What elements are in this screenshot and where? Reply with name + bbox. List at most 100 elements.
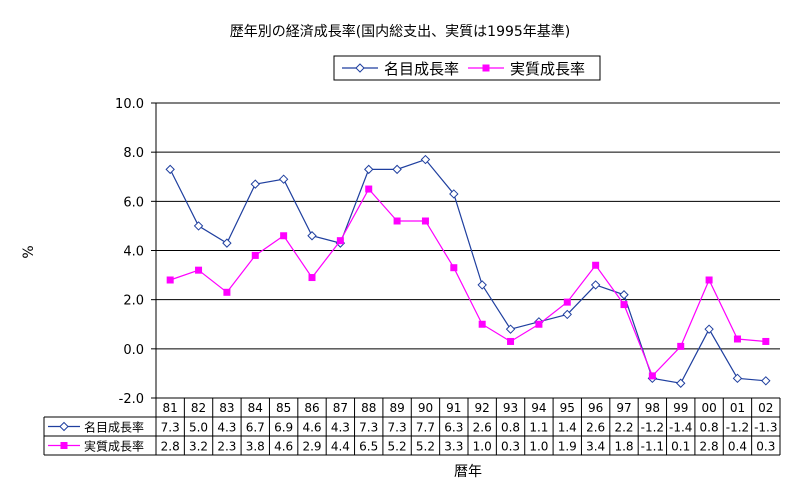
series-line-2 bbox=[169, 188, 766, 377]
nominal-point bbox=[761, 376, 771, 386]
y-tick-label: 8.0 bbox=[123, 146, 144, 161]
nominal-point bbox=[449, 189, 459, 199]
nominal-point bbox=[165, 164, 175, 175]
nominal-point bbox=[307, 231, 317, 241]
x-tick-label: 87 bbox=[333, 401, 348, 415]
real-point bbox=[507, 337, 515, 345]
real-point bbox=[336, 237, 344, 245]
nominal-point bbox=[420, 154, 431, 165]
x-tick-label: 82 bbox=[191, 401, 206, 415]
nominal-point bbox=[562, 309, 572, 320]
x-tick-label: 92 bbox=[475, 401, 490, 415]
data-label: 7.3 bbox=[359, 421, 378, 435]
table-key-marker bbox=[59, 421, 69, 432]
y-tick-label: 6.0 bbox=[123, 195, 144, 210]
data-label: 2.8 bbox=[700, 440, 719, 454]
x-tick-label: 81 bbox=[163, 401, 178, 415]
real-point bbox=[592, 261, 600, 269]
data-label: 0.4 bbox=[728, 440, 747, 454]
data-label: 2.6 bbox=[473, 421, 492, 435]
real-point bbox=[648, 372, 656, 380]
y-tick-label: 0.0 bbox=[123, 343, 144, 358]
nominal-point bbox=[193, 221, 204, 231]
nominal-point bbox=[590, 280, 601, 290]
nominal-point bbox=[477, 280, 487, 290]
real-point bbox=[308, 274, 316, 282]
nominal-point bbox=[732, 373, 743, 384]
data-label: 3.3 bbox=[444, 440, 463, 454]
legend-marker bbox=[482, 64, 490, 72]
x-tick-label: 85 bbox=[276, 401, 291, 415]
data-label: 4.6 bbox=[274, 440, 293, 454]
data-label: 7.3 bbox=[161, 421, 180, 435]
real-point bbox=[535, 320, 543, 328]
real-point bbox=[620, 301, 628, 309]
x-tick-label: 02 bbox=[758, 401, 773, 415]
data-label: 2.2 bbox=[614, 421, 633, 435]
data-label: 6.5 bbox=[359, 440, 378, 454]
data-label: 6.3 bbox=[444, 421, 463, 435]
x-tick-label: 90 bbox=[418, 401, 433, 415]
nominal-point bbox=[676, 378, 686, 388]
data-label: -1.1 bbox=[641, 440, 664, 454]
y-tick-label: 4.0 bbox=[123, 245, 144, 260]
nominal-point bbox=[619, 290, 629, 300]
x-tick-label: 96 bbox=[588, 401, 603, 415]
x-tick-label: 95 bbox=[560, 401, 575, 415]
data-label: 5.2 bbox=[388, 440, 407, 454]
data-label: 2.6 bbox=[586, 421, 605, 435]
x-axis-label: 暦年 bbox=[454, 464, 482, 480]
data-label: -1.3 bbox=[754, 421, 777, 435]
nominal-point bbox=[364, 164, 374, 175]
data-label: -1.2 bbox=[641, 421, 664, 435]
x-tick-label: 84 bbox=[248, 401, 263, 415]
data-label: 2.8 bbox=[161, 440, 180, 454]
data-label: 5.2 bbox=[416, 440, 435, 454]
x-tick-label: 93 bbox=[503, 401, 518, 415]
axis-layer: 10.0 8.0 6.0 4.0 2.0 0.0 -2.0 bbox=[115, 97, 157, 407]
y-tick-label: 10.0 bbox=[115, 97, 144, 112]
data-label: 5.0 bbox=[189, 421, 208, 435]
x-tick-label: 94 bbox=[531, 401, 546, 415]
x-tick-label: 01 bbox=[730, 401, 745, 415]
nominal-point bbox=[505, 324, 516, 334]
data-label: 1.4 bbox=[558, 421, 577, 435]
x-tick-label: 99 bbox=[673, 401, 688, 415]
nominal-point bbox=[704, 324, 714, 334]
nominal-point bbox=[278, 174, 289, 184]
series-layer bbox=[165, 154, 771, 388]
table-series-name: 名目成長率 bbox=[84, 420, 144, 435]
real-point bbox=[195, 266, 203, 274]
nominal-point bbox=[222, 238, 232, 248]
data-label: 3.2 bbox=[189, 440, 208, 454]
real-point bbox=[705, 276, 713, 284]
real-point bbox=[251, 251, 259, 259]
table-series-name: 実質成長率 bbox=[84, 439, 144, 454]
data-label: 0.3 bbox=[501, 440, 520, 454]
data-label: 1.0 bbox=[529, 440, 548, 454]
real-point bbox=[478, 320, 486, 328]
x-tick-label: 89 bbox=[389, 401, 404, 415]
data-label: 0.1 bbox=[671, 440, 690, 454]
x-tick-label: 86 bbox=[304, 401, 319, 415]
grid-layer bbox=[156, 102, 780, 399]
data-label: 3.4 bbox=[586, 440, 605, 454]
legend-marker bbox=[355, 63, 365, 73]
data-table: 81 82 83 84 85 86 87 88 89 90 91 92 93 94 95 96 97 98 99 00… bbox=[43, 397, 781, 456]
x-tick-label: 98 bbox=[645, 401, 660, 415]
nominal-point bbox=[392, 164, 402, 175]
x-tick-label: 97 bbox=[616, 401, 631, 415]
data-label: -1.2 bbox=[726, 421, 749, 435]
real-point bbox=[393, 217, 401, 225]
data-label: 0.8 bbox=[700, 421, 719, 435]
real-point bbox=[365, 185, 373, 193]
chart-title: 歴年別の経済成長率(国内総支出、実質は1995年基準) bbox=[230, 23, 571, 40]
data-label: 1.9 bbox=[558, 440, 577, 454]
real-point bbox=[762, 337, 770, 345]
real-point bbox=[421, 217, 429, 225]
data-label: -1.4 bbox=[669, 421, 692, 435]
real-point bbox=[280, 232, 288, 240]
real-point bbox=[677, 342, 685, 350]
